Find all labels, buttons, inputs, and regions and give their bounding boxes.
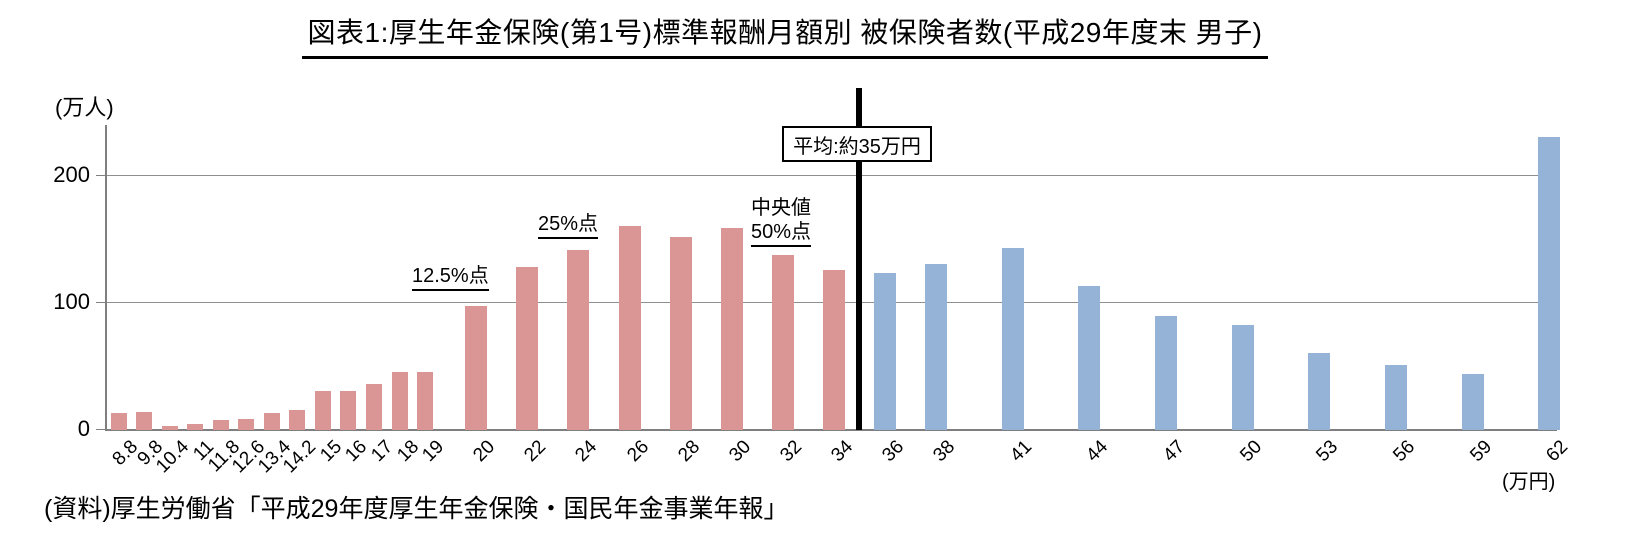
bar-47 <box>1155 316 1177 430</box>
x-tick-label-44: 44 <box>1082 436 1113 467</box>
x-tick-label-50: 50 <box>1236 436 1267 467</box>
bar-8.8 <box>111 413 127 430</box>
bar-13.4 <box>264 413 280 430</box>
y-tick-200 <box>96 175 106 176</box>
bar-38 <box>925 264 947 430</box>
bar-22 <box>516 267 538 430</box>
bar-14.2 <box>289 410 305 430</box>
bar-62 <box>1538 137 1560 430</box>
x-tick-label-41: 41 <box>1006 436 1037 467</box>
y-tick-0 <box>96 429 106 430</box>
bar-32 <box>772 255 794 430</box>
y-tick-label-100: 100 <box>53 289 90 314</box>
bar-24 <box>567 250 589 430</box>
x-tick-label-62: 62 <box>1542 436 1573 467</box>
y-tick-100 <box>96 302 106 303</box>
chart-title-wrap: 図表1:厚生年金保険(第1号)標準報酬月額別 被保険者数(平成29年度末 男子) <box>0 16 1570 59</box>
x-tick-label-24: 24 <box>571 436 602 467</box>
average-line <box>856 88 862 430</box>
x-tick-label-59: 59 <box>1466 436 1497 467</box>
x-tick-label-34: 34 <box>827 436 858 467</box>
y-axis-line <box>105 125 107 430</box>
annotation-median-line1: 中央値 <box>751 197 811 219</box>
bar-50 <box>1232 325 1254 430</box>
y-axis-unit-label: (万人) <box>55 95 114 120</box>
bar-53 <box>1308 353 1330 430</box>
bar-18 <box>392 372 408 430</box>
bar-30 <box>721 228 743 430</box>
annotation-median: 中央値 50%点 <box>741 197 821 247</box>
bar-28 <box>670 237 692 430</box>
annotation-12-5-percentile: 12.5%点 <box>412 265 489 291</box>
x-tick-label-26: 26 <box>623 436 654 467</box>
annotation-25-percentile: 25%点 <box>538 213 599 239</box>
bar-19 <box>417 372 433 430</box>
x-tick-label-28: 28 <box>674 436 705 467</box>
x-tick-label-38: 38 <box>929 436 960 467</box>
bar-36 <box>874 273 896 430</box>
bar-10.4 <box>162 426 178 430</box>
x-tick-label-56: 56 <box>1389 436 1420 467</box>
bar-11 <box>187 424 203 430</box>
y-tick-label-0: 0 <box>77 416 90 441</box>
bar-20 <box>465 306 487 430</box>
bar-26 <box>619 226 641 430</box>
bar-12.6 <box>238 419 254 430</box>
bar-41 <box>1002 248 1024 430</box>
average-value-callout: 平均:約35万円 <box>782 126 932 162</box>
source-note: (資料)厚生労働省「平成29年度厚生年金保険・国民年金事業年報」 <box>44 495 789 523</box>
bar-56 <box>1385 365 1407 430</box>
x-tick-label-36: 36 <box>878 436 909 467</box>
bar-11.8 <box>213 420 229 430</box>
bar-59 <box>1462 374 1484 430</box>
x-axis-line <box>105 429 1557 431</box>
x-tick-label-32: 32 <box>776 436 807 467</box>
x-tick-label-19: 19 <box>418 436 449 467</box>
x-tick-label-53: 53 <box>1312 436 1343 467</box>
bar-34 <box>823 270 845 430</box>
chart-title: 図表1:厚生年金保険(第1号)標準報酬月額別 被保険者数(平成29年度末 男子) <box>301 16 1269 59</box>
y-tick-label-200: 200 <box>53 162 90 187</box>
x-tick-label-47: 47 <box>1159 436 1190 467</box>
x-tick-label-30: 30 <box>725 436 756 467</box>
x-tick-label-22: 22 <box>520 436 551 467</box>
bar-17 <box>366 384 382 430</box>
annotation-median-line2: 50%点 <box>750 221 812 247</box>
x-tick-label-20: 20 <box>469 436 500 467</box>
x-axis-unit-label: (万円) <box>1502 471 1556 493</box>
bar-15 <box>315 391 331 430</box>
gridline-200 <box>107 175 1557 176</box>
bar-9.8 <box>136 412 152 430</box>
bar-44 <box>1078 286 1100 430</box>
bar-16 <box>340 391 356 430</box>
